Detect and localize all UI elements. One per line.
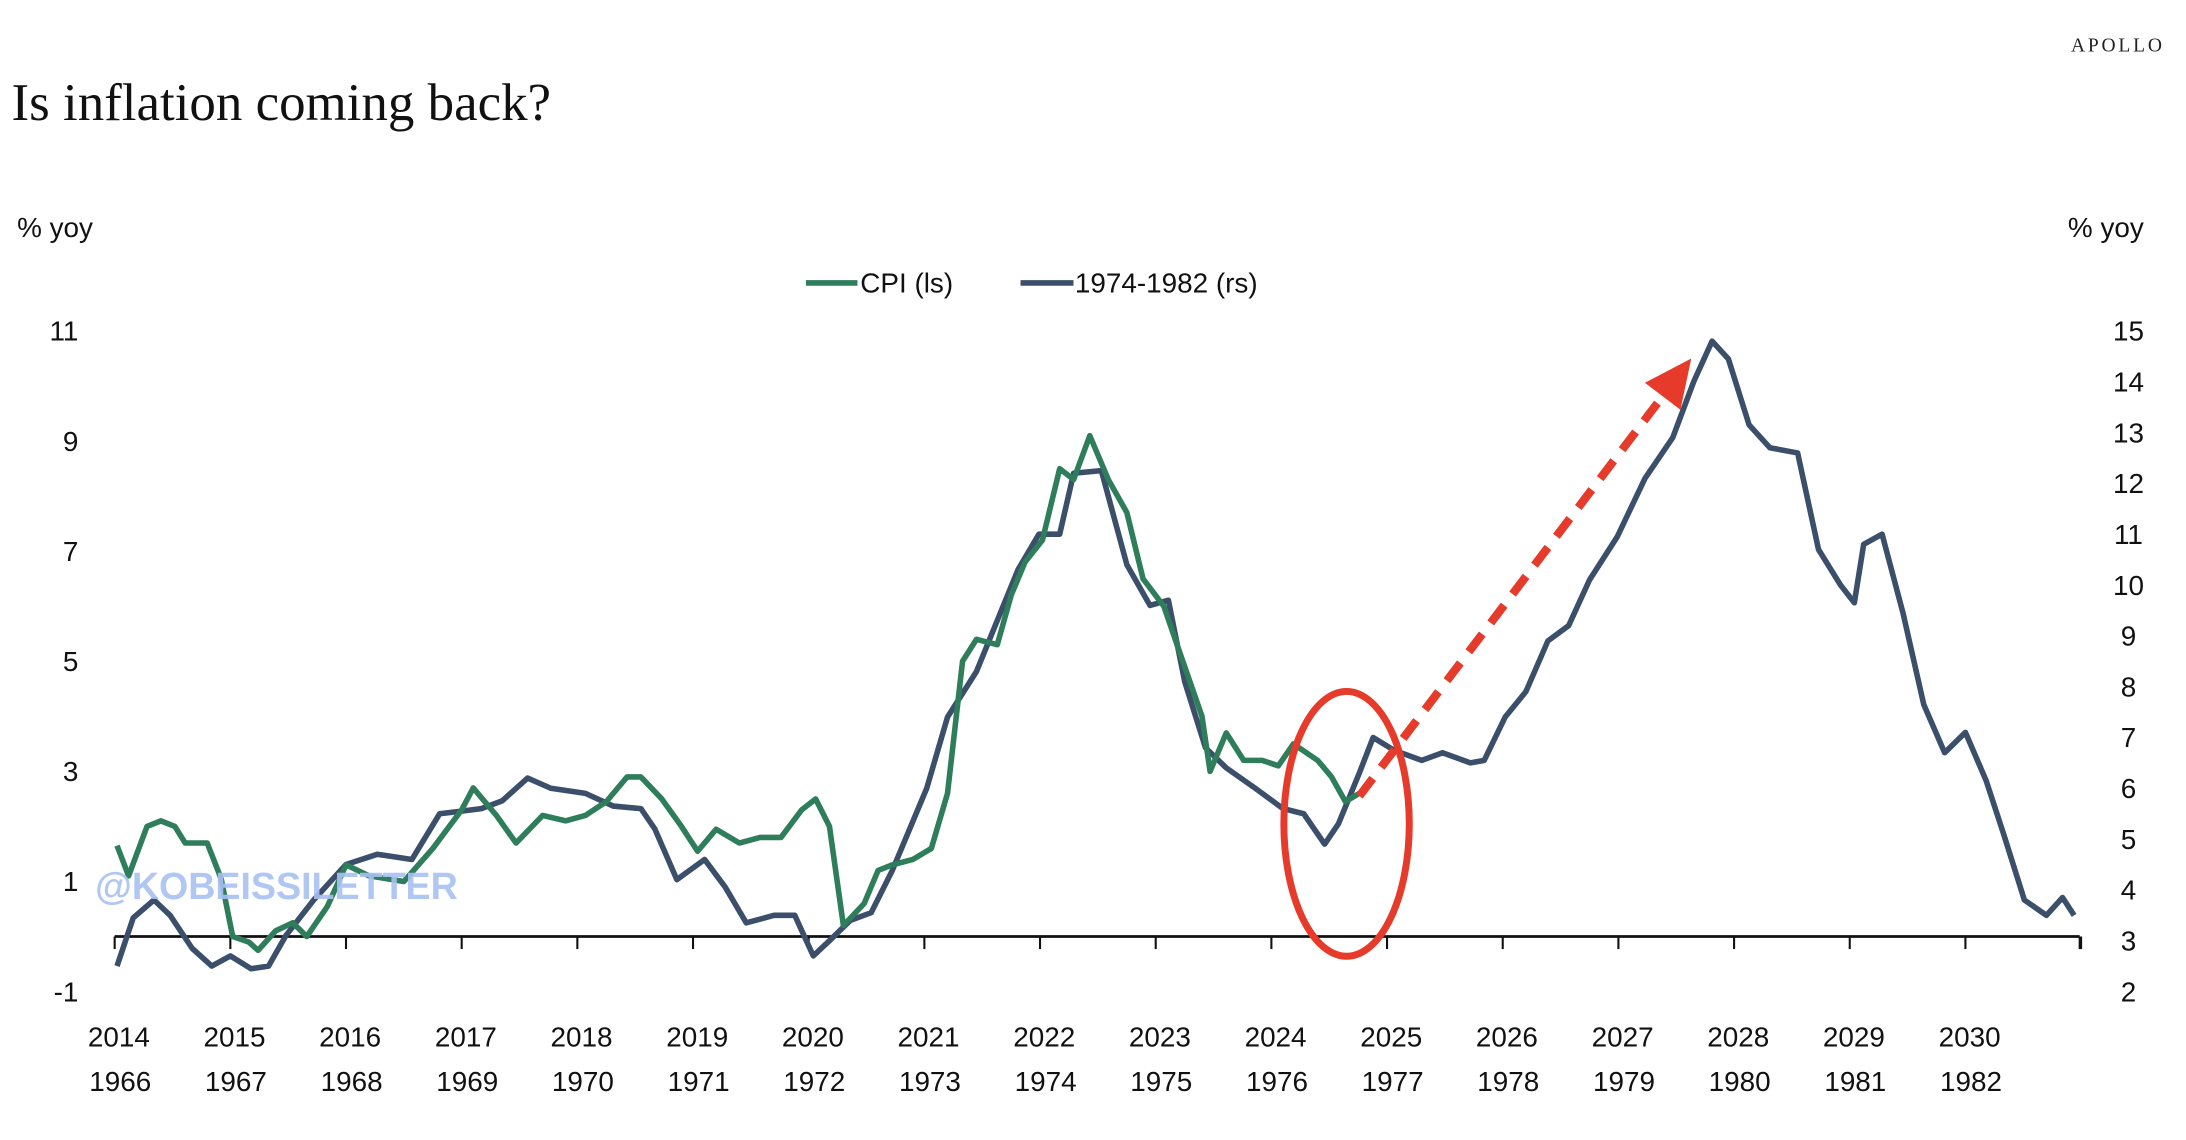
- y-right-tick-label: 8: [2121, 671, 2137, 702]
- x-tick-label-top: 2030: [1939, 1022, 2001, 1053]
- y-right-tick-label: 11: [2114, 519, 2143, 550]
- x-tick-label-bottom: 1977: [1362, 1066, 1424, 1097]
- y-left-tick-label: 5: [63, 646, 78, 677]
- x-tick-label-bottom: 1970: [552, 1066, 614, 1097]
- x-tick-label-bottom: 1967: [205, 1066, 267, 1097]
- y-right-tick-label: 7: [2121, 722, 2137, 753]
- x-tick-label-bottom: 1980: [1709, 1066, 1771, 1097]
- x-tick-label-bottom: 1979: [1593, 1066, 1655, 1097]
- x-tick-label-top: 2023: [1129, 1022, 1191, 1053]
- highlight-ellipse: [1280, 687, 1413, 960]
- y-right-tick-label: 12: [2113, 468, 2144, 499]
- chart-title: Is inflation coming back?: [12, 74, 552, 132]
- y-left-tick-label: 1: [63, 866, 78, 897]
- y-right-tick-label: 14: [2113, 367, 2144, 398]
- series-lines: [114, 338, 2077, 972]
- x-tick-label-bottom: 1972: [783, 1066, 845, 1097]
- x-tick-label-bottom: 1968: [321, 1066, 383, 1097]
- trend-arrow-shaft: [1355, 393, 1666, 799]
- annotations: [1280, 358, 1692, 960]
- x-tick-label-top: 2019: [666, 1022, 728, 1053]
- legend-label-cpi: CPI (ls): [860, 268, 953, 299]
- x-tick-label-bottom: 1975: [1130, 1066, 1192, 1097]
- x-tick-label-top: 2024: [1245, 1022, 1307, 1053]
- x-tick-label-top: 2026: [1476, 1022, 1538, 1053]
- y-right-tick-label: 15: [2113, 316, 2144, 347]
- x-tick-label-top: 2027: [1592, 1022, 1654, 1053]
- x-tick-label-top: 2015: [204, 1022, 266, 1053]
- y-axis-right-ticks: 15 14 13 12 11 10 9 8 7 6 5 4 3 2: [2113, 316, 2144, 1008]
- y-axis-left-ticks: 11 9 7 5 3 1 -1: [50, 316, 79, 1008]
- y-left-tick-label: 7: [63, 536, 78, 567]
- y-right-tick-label: 5: [2121, 824, 2137, 855]
- x-tick-label-top: 2021: [898, 1022, 960, 1053]
- x-tick-label-bottom: 1971: [668, 1066, 730, 1097]
- x-tick-label-top: 2018: [551, 1022, 613, 1053]
- x-tick-label-top: 2025: [1360, 1022, 1422, 1053]
- y-axis-right-label: % yoy: [2068, 212, 2144, 243]
- y-right-tick-label: 3: [2121, 925, 2137, 956]
- x-tick-label-top: 2014: [88, 1022, 150, 1053]
- legend-label-hist: 1974-1982 (rs): [1075, 268, 1258, 299]
- x-tick-label-top: 2028: [1707, 1022, 1769, 1053]
- x-tick-label-top: 2020: [782, 1022, 844, 1053]
- y-right-tick-label: 13: [2113, 417, 2144, 448]
- y-right-tick-label: 9: [2121, 621, 2137, 652]
- x-tick-label-top: 2016: [319, 1022, 381, 1053]
- x-tick-label-bottom: 1976: [1246, 1066, 1308, 1097]
- y-right-tick-label: 2: [2121, 976, 2137, 1007]
- trend-arrow-head-icon: [1644, 358, 1692, 410]
- series-line-cpi: [114, 432, 1361, 954]
- watermark: @KOBEISSILETTER: [95, 865, 458, 907]
- y-left-tick-label: 11: [50, 316, 79, 347]
- x-tick-label-bottom: 1969: [436, 1066, 498, 1097]
- legend: CPI (ls) 1974-1982 (rs): [805, 268, 1258, 299]
- y-left-tick-label: 9: [63, 426, 78, 457]
- x-tick-label-bottom: 1982: [1940, 1066, 2002, 1097]
- x-axis: 2014 1966 2015 1967 2016 1968 2017 1969 2018 1970…: [88, 935, 2083, 1097]
- x-tick-label-bottom: 1978: [1477, 1066, 1539, 1097]
- x-tick-label-top: 2017: [435, 1022, 497, 1053]
- x-tick-label-bottom: 1981: [1824, 1066, 1886, 1097]
- x-tick-label-bottom: 1974: [1015, 1066, 1077, 1097]
- x-tick-label-bottom: 1966: [89, 1066, 151, 1097]
- brand-logo: APOLLO: [2071, 36, 2165, 57]
- y-axis-left-label: % yoy: [17, 212, 93, 243]
- y-left-tick-label: -1: [54, 976, 79, 1007]
- x-tick-label-bottom: 1973: [899, 1066, 961, 1097]
- y-left-tick-label: 3: [63, 756, 78, 787]
- x-tick-label-top: 2022: [1013, 1022, 1075, 1053]
- y-right-tick-label: 4: [2121, 875, 2137, 906]
- y-right-tick-label: 6: [2121, 773, 2137, 804]
- x-tick-label-top: 2029: [1823, 1022, 1885, 1053]
- y-right-tick-label: 10: [2113, 570, 2144, 601]
